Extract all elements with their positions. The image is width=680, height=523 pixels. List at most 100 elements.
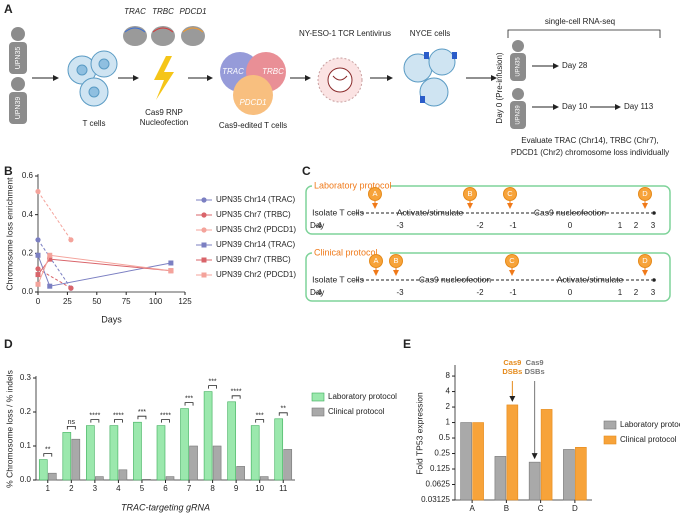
- venn-label: TRAC: [222, 67, 244, 76]
- significance: ****: [113, 412, 124, 419]
- sig-bracket: [208, 385, 217, 389]
- marker-label: C: [509, 256, 515, 265]
- day: 1: [618, 221, 623, 230]
- day: -2: [476, 221, 484, 230]
- note: Evaluate TRAC (Chr14), TRBC (Chr7),: [521, 136, 659, 145]
- y-tick-label: 0.0625: [426, 480, 451, 489]
- y-tick-label: 0.03125: [421, 495, 450, 504]
- x-tick-label: 1: [46, 484, 51, 493]
- y-axis-label: % Chromosome loss / % indels: [4, 370, 14, 488]
- x-tick-label: 50: [92, 297, 101, 306]
- lightning: [154, 56, 174, 100]
- day: 3: [651, 221, 656, 230]
- legend-marker: [201, 212, 207, 218]
- patient: UPN35: [15, 47, 22, 70]
- x-tick-label: 3: [93, 484, 98, 493]
- legend-marker: [201, 272, 207, 278]
- day: -1: [509, 288, 517, 297]
- bar: [575, 447, 587, 501]
- patient: UPN35: [516, 57, 522, 77]
- marker: [368, 187, 382, 201]
- label: Nucleofection: [140, 118, 188, 127]
- significance: ns: [68, 419, 76, 426]
- timeline-end: [652, 211, 656, 215]
- bar: [528, 461, 541, 501]
- gene: TRBC: [152, 7, 174, 16]
- y-tick-label: 2: [446, 402, 451, 411]
- chart: E 0.03125 0.0625 0.125 0.25 0.5 1 2 4 8 Fold TP53 …: [403, 337, 680, 513]
- bar: [118, 469, 128, 481]
- point: [168, 268, 174, 274]
- x-tick-label: 125: [178, 297, 192, 306]
- legend-label: UPN35 Chr2 (PDCD1): [216, 225, 296, 234]
- bar: [250, 425, 260, 481]
- x-axis-label: Days: [101, 314, 122, 324]
- label: Cas9-edited T cells: [219, 121, 287, 130]
- step: Isolate T cells: [312, 207, 364, 217]
- marker-label: D: [642, 256, 648, 265]
- bar: [71, 438, 81, 481]
- panel-c: C Laboratory protocol Isolate T cells Acti…: [302, 164, 671, 302]
- protocol-title: Clinical protocol: [314, 247, 378, 257]
- point: [47, 252, 53, 258]
- point: [35, 237, 41, 243]
- y-tick-label: 0.6: [22, 171, 34, 180]
- bar: [506, 404, 519, 501]
- panel-label: C: [302, 164, 311, 178]
- annotation: Cas9 DSBs: [502, 358, 522, 376]
- protocol-box: [305, 252, 671, 302]
- point: [47, 283, 53, 289]
- x-tick-label: 6: [163, 484, 168, 493]
- day: 0: [568, 221, 573, 230]
- y-tick-label: 0.125: [430, 464, 451, 473]
- sig-bracket: [255, 419, 265, 423]
- point: [35, 281, 41, 287]
- sig-bracket: [161, 419, 170, 423]
- day: Day 113: [624, 102, 654, 111]
- legend-label: UPN39 Chr7 (TRBC): [216, 255, 291, 264]
- marker: [638, 254, 652, 268]
- y-tick-label: 1: [446, 418, 451, 427]
- day: 1: [618, 288, 623, 297]
- legend-marker: [201, 257, 207, 263]
- y-tick-label: 0.4: [22, 210, 34, 219]
- significance: **: [45, 446, 51, 453]
- gene: TRAC: [124, 7, 146, 16]
- bar: [95, 476, 104, 481]
- significance: ****: [160, 412, 171, 419]
- legend-label: UPN39 Chr2 (PDCD1): [216, 270, 296, 279]
- y-tick-label: 0.3: [20, 373, 32, 382]
- legend-label: Laboratory protocol: [620, 420, 680, 429]
- sig-bracket: [66, 426, 76, 430]
- protocol-title: Laboratory protocol: [314, 180, 392, 190]
- x-tick-label: 100: [149, 297, 163, 306]
- bar: [133, 421, 142, 481]
- label: NY-ESO-1 TCR Lentivirus: [299, 29, 391, 38]
- patient: UPN39: [516, 105, 522, 125]
- marker: [389, 254, 403, 268]
- x-tick-label: A: [469, 504, 475, 513]
- day: -3: [396, 221, 404, 230]
- significance: ***: [208, 378, 216, 385]
- marker-label: D: [642, 189, 648, 198]
- chart: B 0.0 0.2 0.4 0.6 Chromosome loss enrichment D…: [4, 164, 296, 324]
- day-label: Day: [310, 288, 324, 297]
- venn-label: TRBC: [262, 67, 284, 76]
- bar: [142, 479, 151, 481]
- panel-label: B: [4, 164, 13, 178]
- point: [168, 260, 174, 266]
- y-tick-label: 0.2: [22, 248, 34, 257]
- panel-label: D: [4, 337, 13, 351]
- significance: **: [281, 406, 287, 413]
- day: 3: [651, 288, 656, 297]
- legend-swatch: [603, 435, 617, 445]
- chart: D 0.0 0.1 0.2 0.3 % Chromosome loss / % indel…: [4, 337, 397, 512]
- bar: [86, 425, 95, 481]
- day: Day 10: [562, 102, 588, 111]
- marker: [505, 254, 519, 268]
- sig-bracket: [278, 412, 288, 416]
- virus-icon: [317, 57, 363, 103]
- legend-label: Clinical protocol: [620, 435, 677, 444]
- venn-label: PDCD1: [239, 98, 266, 107]
- step: Activate/stimulate: [397, 207, 464, 217]
